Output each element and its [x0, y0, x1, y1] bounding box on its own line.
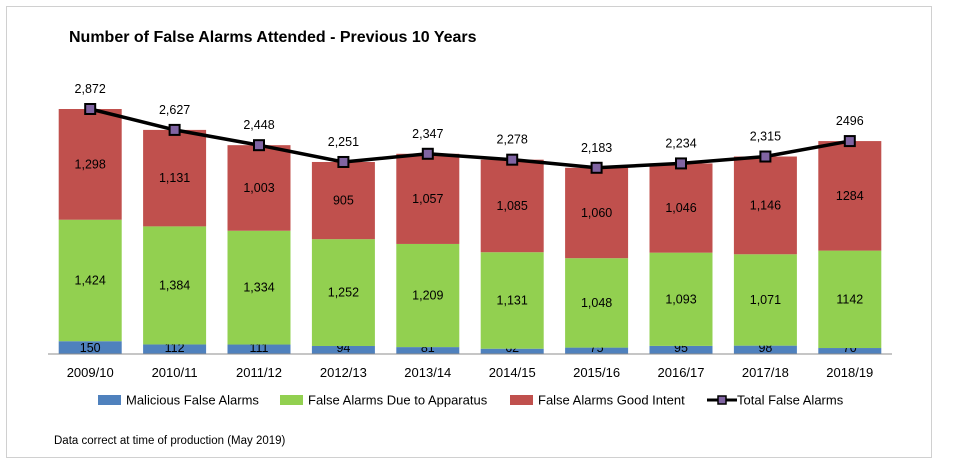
bar-malicious	[565, 347, 629, 354]
bar-apparatus	[143, 226, 207, 345]
bar-good-intent	[227, 145, 291, 231]
x-tick-label: 2013/14	[404, 365, 451, 380]
x-tick-label: 2014/15	[489, 365, 536, 380]
bar-apparatus	[733, 254, 797, 346]
bar-apparatus	[649, 252, 713, 346]
data-label-apparatus: 1,093	[665, 292, 696, 306]
total-marker	[168, 123, 181, 136]
x-tick-label: 2011/12	[236, 365, 282, 380]
bar-good-intent	[143, 129, 207, 227]
bar-malicious	[58, 341, 122, 354]
bar-malicious	[143, 344, 207, 354]
x-tick-label: 2015/16	[573, 365, 620, 380]
data-label-apparatus: 1,048	[581, 296, 612, 310]
x-tick-label: 2009/10	[67, 365, 114, 380]
data-label-apparatus: 1,131	[497, 293, 528, 307]
data-label-good-intent: 1,046	[665, 201, 696, 215]
data-label-apparatus: 1,071	[750, 293, 781, 307]
total-data-label: 2,872	[75, 82, 106, 96]
total-marker	[590, 161, 603, 174]
legend-label-total: Total False Alarms	[737, 393, 844, 408]
data-label-apparatus: 1,334	[243, 281, 274, 295]
total-data-label: 2,183	[581, 141, 612, 155]
data-label-good-intent: 1,146	[750, 198, 781, 212]
bar-good-intent	[649, 163, 713, 253]
total-marker	[337, 155, 350, 168]
data-label-good-intent: 1284	[836, 189, 864, 203]
legend-label-apparatus: False Alarms Due to Apparatus	[308, 393, 488, 408]
x-tick-layer: 2009/10 2010/11 2011/12 2012/13 2013/14 2014/…	[67, 365, 874, 380]
total-marker	[843, 135, 856, 148]
total-data-label: 2,448	[243, 118, 274, 132]
bar-good-intent	[58, 109, 122, 220]
data-label-apparatus: 1142	[836, 292, 863, 306]
total-data-label: 2,234	[665, 136, 696, 150]
total-line	[89, 107, 851, 170]
data-label-good-intent: 1,131	[159, 171, 190, 185]
bar-apparatus	[58, 219, 122, 342]
total-marker	[675, 157, 687, 170]
total-marker	[506, 153, 519, 166]
bar-malicious	[733, 345, 797, 354]
bar-good-intent	[480, 159, 544, 253]
bar-apparatus	[818, 250, 882, 349]
bar-apparatus	[396, 243, 460, 348]
x-tick-label: 2017/18	[742, 365, 789, 380]
data-label-good-intent: 905	[333, 194, 354, 208]
data-label-good-intent: 1,298	[75, 157, 106, 171]
x-tick-label: 2016/17	[658, 365, 705, 380]
total-marker	[253, 139, 265, 152]
bar-malicious	[649, 345, 713, 354]
bars-layer: 1501,4241,2981121,3841,1311111,3341,0039…	[58, 109, 882, 355]
x-tick-label: 2010/11	[152, 365, 198, 380]
total-marker	[84, 103, 97, 115]
data-label-malicious: 112	[165, 341, 185, 355]
legend-swatch-marker	[717, 395, 727, 405]
bar-malicious	[227, 344, 291, 354]
bar-malicious	[396, 347, 460, 354]
total-data-label: 2,251	[328, 135, 359, 149]
bar-good-intent	[311, 161, 375, 240]
legend-label-good-intent: False Alarms Good Intent	[538, 393, 685, 408]
total-data-label: 2,347	[412, 127, 443, 141]
bar-apparatus	[480, 252, 544, 349]
data-label-good-intent: 1,003	[243, 181, 274, 195]
bar-good-intent	[396, 153, 460, 244]
total-marker	[421, 147, 434, 160]
bar-apparatus	[565, 258, 629, 348]
bar-malicious	[311, 345, 375, 354]
bar-apparatus	[311, 239, 375, 346]
legend: Malicious False Alarms False Alarms Due t…	[98, 393, 844, 408]
legend-swatch-good-intent	[510, 395, 533, 405]
bar-malicious	[480, 348, 544, 354]
bar-good-intent	[733, 156, 797, 255]
bar-apparatus	[227, 230, 291, 345]
total-marker	[759, 150, 772, 163]
x-tick-label: 2012/13	[320, 365, 367, 380]
chart-title: Number of False Alarms Attended - Previo…	[69, 29, 477, 46]
legend-swatch-malicious	[98, 395, 121, 405]
data-label-malicious: 150	[80, 341, 101, 355]
data-label-apparatus: 1,384	[159, 278, 190, 292]
data-label-good-intent: 1,085	[497, 199, 528, 213]
total-data-label: 2,627	[159, 103, 190, 117]
bar-good-intent	[565, 167, 629, 259]
total-line-layer: 2,872 2,627 2,448 2,251 2,347 2,278 2,183 2,234…	[75, 82, 864, 174]
footnote: Data correct at time of production (May …	[54, 435, 286, 447]
legend-swatch-apparatus	[280, 395, 303, 405]
total-data-label: 2,278	[497, 133, 528, 147]
legend-label-malicious: Malicious False Alarms	[126, 393, 259, 408]
data-label-good-intent: 1,060	[581, 206, 612, 220]
data-label-apparatus: 1,424	[75, 273, 106, 287]
data-label-apparatus: 1,252	[328, 286, 359, 300]
bar-malicious	[818, 348, 882, 354]
data-label-good-intent: 1,057	[412, 192, 443, 206]
total-data-label: 2496	[836, 114, 864, 128]
total-data-label: 2,315	[750, 130, 781, 144]
bar-good-intent	[818, 141, 882, 251]
data-label-apparatus: 1,209	[412, 289, 443, 303]
x-tick-label: 2018/19	[826, 365, 873, 380]
